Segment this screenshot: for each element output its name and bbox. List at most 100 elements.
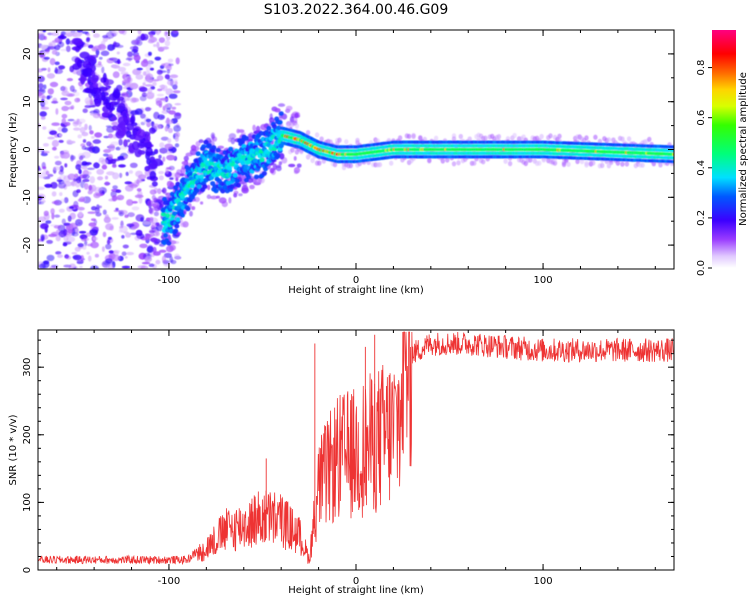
noise-cell [116, 194, 125, 201]
ridge-cell [278, 143, 284, 149]
ridge-cell [266, 125, 272, 131]
noise-cell [86, 146, 94, 152]
noise-cell [51, 32, 60, 36]
noise-cell [64, 121, 71, 126]
noise-cell [38, 83, 44, 90]
halo-cell [451, 136, 457, 142]
halo-cell [507, 161, 513, 167]
scatter-cell [249, 184, 255, 190]
noise-cell [51, 50, 58, 55]
scatter-cell [152, 198, 156, 203]
noise-cell [53, 225, 62, 229]
halo-cell [481, 159, 486, 165]
noise-cell [52, 166, 61, 171]
noise-cell [147, 244, 154, 252]
scatter-cell [166, 245, 174, 253]
noise-cell [93, 162, 100, 169]
halo-cell [539, 133, 544, 140]
noise-cell [38, 216, 47, 222]
scatter-cell [193, 146, 200, 151]
streak-cell [111, 125, 119, 131]
noise-cell [161, 255, 167, 263]
noise-cell [46, 95, 51, 100]
noise-cell [120, 71, 129, 75]
noise-cell [166, 167, 172, 170]
scatter-cell [157, 188, 162, 195]
scatter-cell [191, 206, 196, 211]
scatter-cell [269, 117, 275, 123]
halo-cell [575, 158, 580, 165]
noise-cell [63, 222, 71, 227]
ridge-cell [187, 171, 193, 177]
noise-cell [105, 258, 113, 264]
noise-cell [68, 206, 75, 209]
noise-cell [141, 261, 151, 265]
noise-cell [129, 82, 139, 90]
y-tick-label: 10 [22, 95, 33, 108]
noise-cell [43, 36, 47, 40]
colorbar-tick-label: 0.4 [696, 160, 707, 176]
ridge-cell [195, 151, 201, 157]
ridge-cell [173, 228, 179, 234]
noise-cell [156, 93, 164, 97]
noise-cell [69, 140, 76, 144]
noise-cell [40, 44, 48, 50]
ridge-cell [222, 184, 228, 190]
noise-cell [72, 254, 82, 261]
scatter-cell [149, 189, 157, 195]
snr-ylabel: SNR (10 * v/v) [8, 414, 19, 485]
halo-cell [483, 135, 488, 141]
noise-cell [40, 223, 49, 230]
noise-cell [169, 177, 174, 180]
noise-cell [160, 136, 169, 141]
noise-cell [125, 57, 133, 61]
halo-cell [418, 135, 423, 141]
noise-cell [50, 208, 55, 215]
noise-cell [38, 165, 41, 171]
noise-cell [123, 80, 131, 88]
halo-cell [377, 162, 383, 168]
noise-cell [105, 31, 115, 39]
noise-cell [88, 184, 93, 191]
noise-cell [83, 237, 90, 241]
halo-cell [615, 160, 621, 166]
scatter-cell [162, 187, 167, 194]
y-tick-label: 300 [22, 358, 33, 377]
noise-cell [168, 93, 178, 99]
ridge-cell [235, 182, 242, 188]
noise-cell [73, 200, 79, 208]
streak-cell [91, 74, 99, 82]
scatter-cell [296, 163, 302, 168]
streak-cell [110, 116, 118, 121]
halo-cell [640, 162, 645, 168]
noise-cell [43, 56, 50, 60]
noise-cell [66, 236, 76, 243]
noise-cell [85, 38, 90, 43]
noise-cell [175, 57, 180, 65]
noise-cell [68, 106, 74, 110]
noise-cell [76, 189, 81, 194]
noise-cell [153, 44, 157, 47]
streak-cell [126, 123, 135, 131]
noise-cell [142, 71, 147, 76]
noise-cell [88, 255, 92, 262]
halo-cell [537, 160, 542, 166]
noise-cell [75, 219, 83, 227]
noise-cell [67, 215, 72, 222]
noise-cell [107, 236, 112, 240]
noise-cell [174, 143, 180, 148]
scatter-cell [153, 211, 159, 217]
y-tick-label: 100 [22, 493, 33, 512]
noise-cell [166, 64, 172, 71]
noise-cell [98, 205, 102, 209]
noise-cell [174, 103, 182, 106]
noise-cell [69, 263, 76, 269]
noise-cell [52, 100, 58, 104]
noise-cell [115, 146, 121, 151]
noise-cell [164, 40, 171, 47]
noise-cell [47, 88, 54, 95]
noise-cell [72, 33, 82, 38]
noise-cell [86, 251, 90, 255]
noise-cell [38, 201, 45, 205]
noise-cell [62, 242, 68, 247]
